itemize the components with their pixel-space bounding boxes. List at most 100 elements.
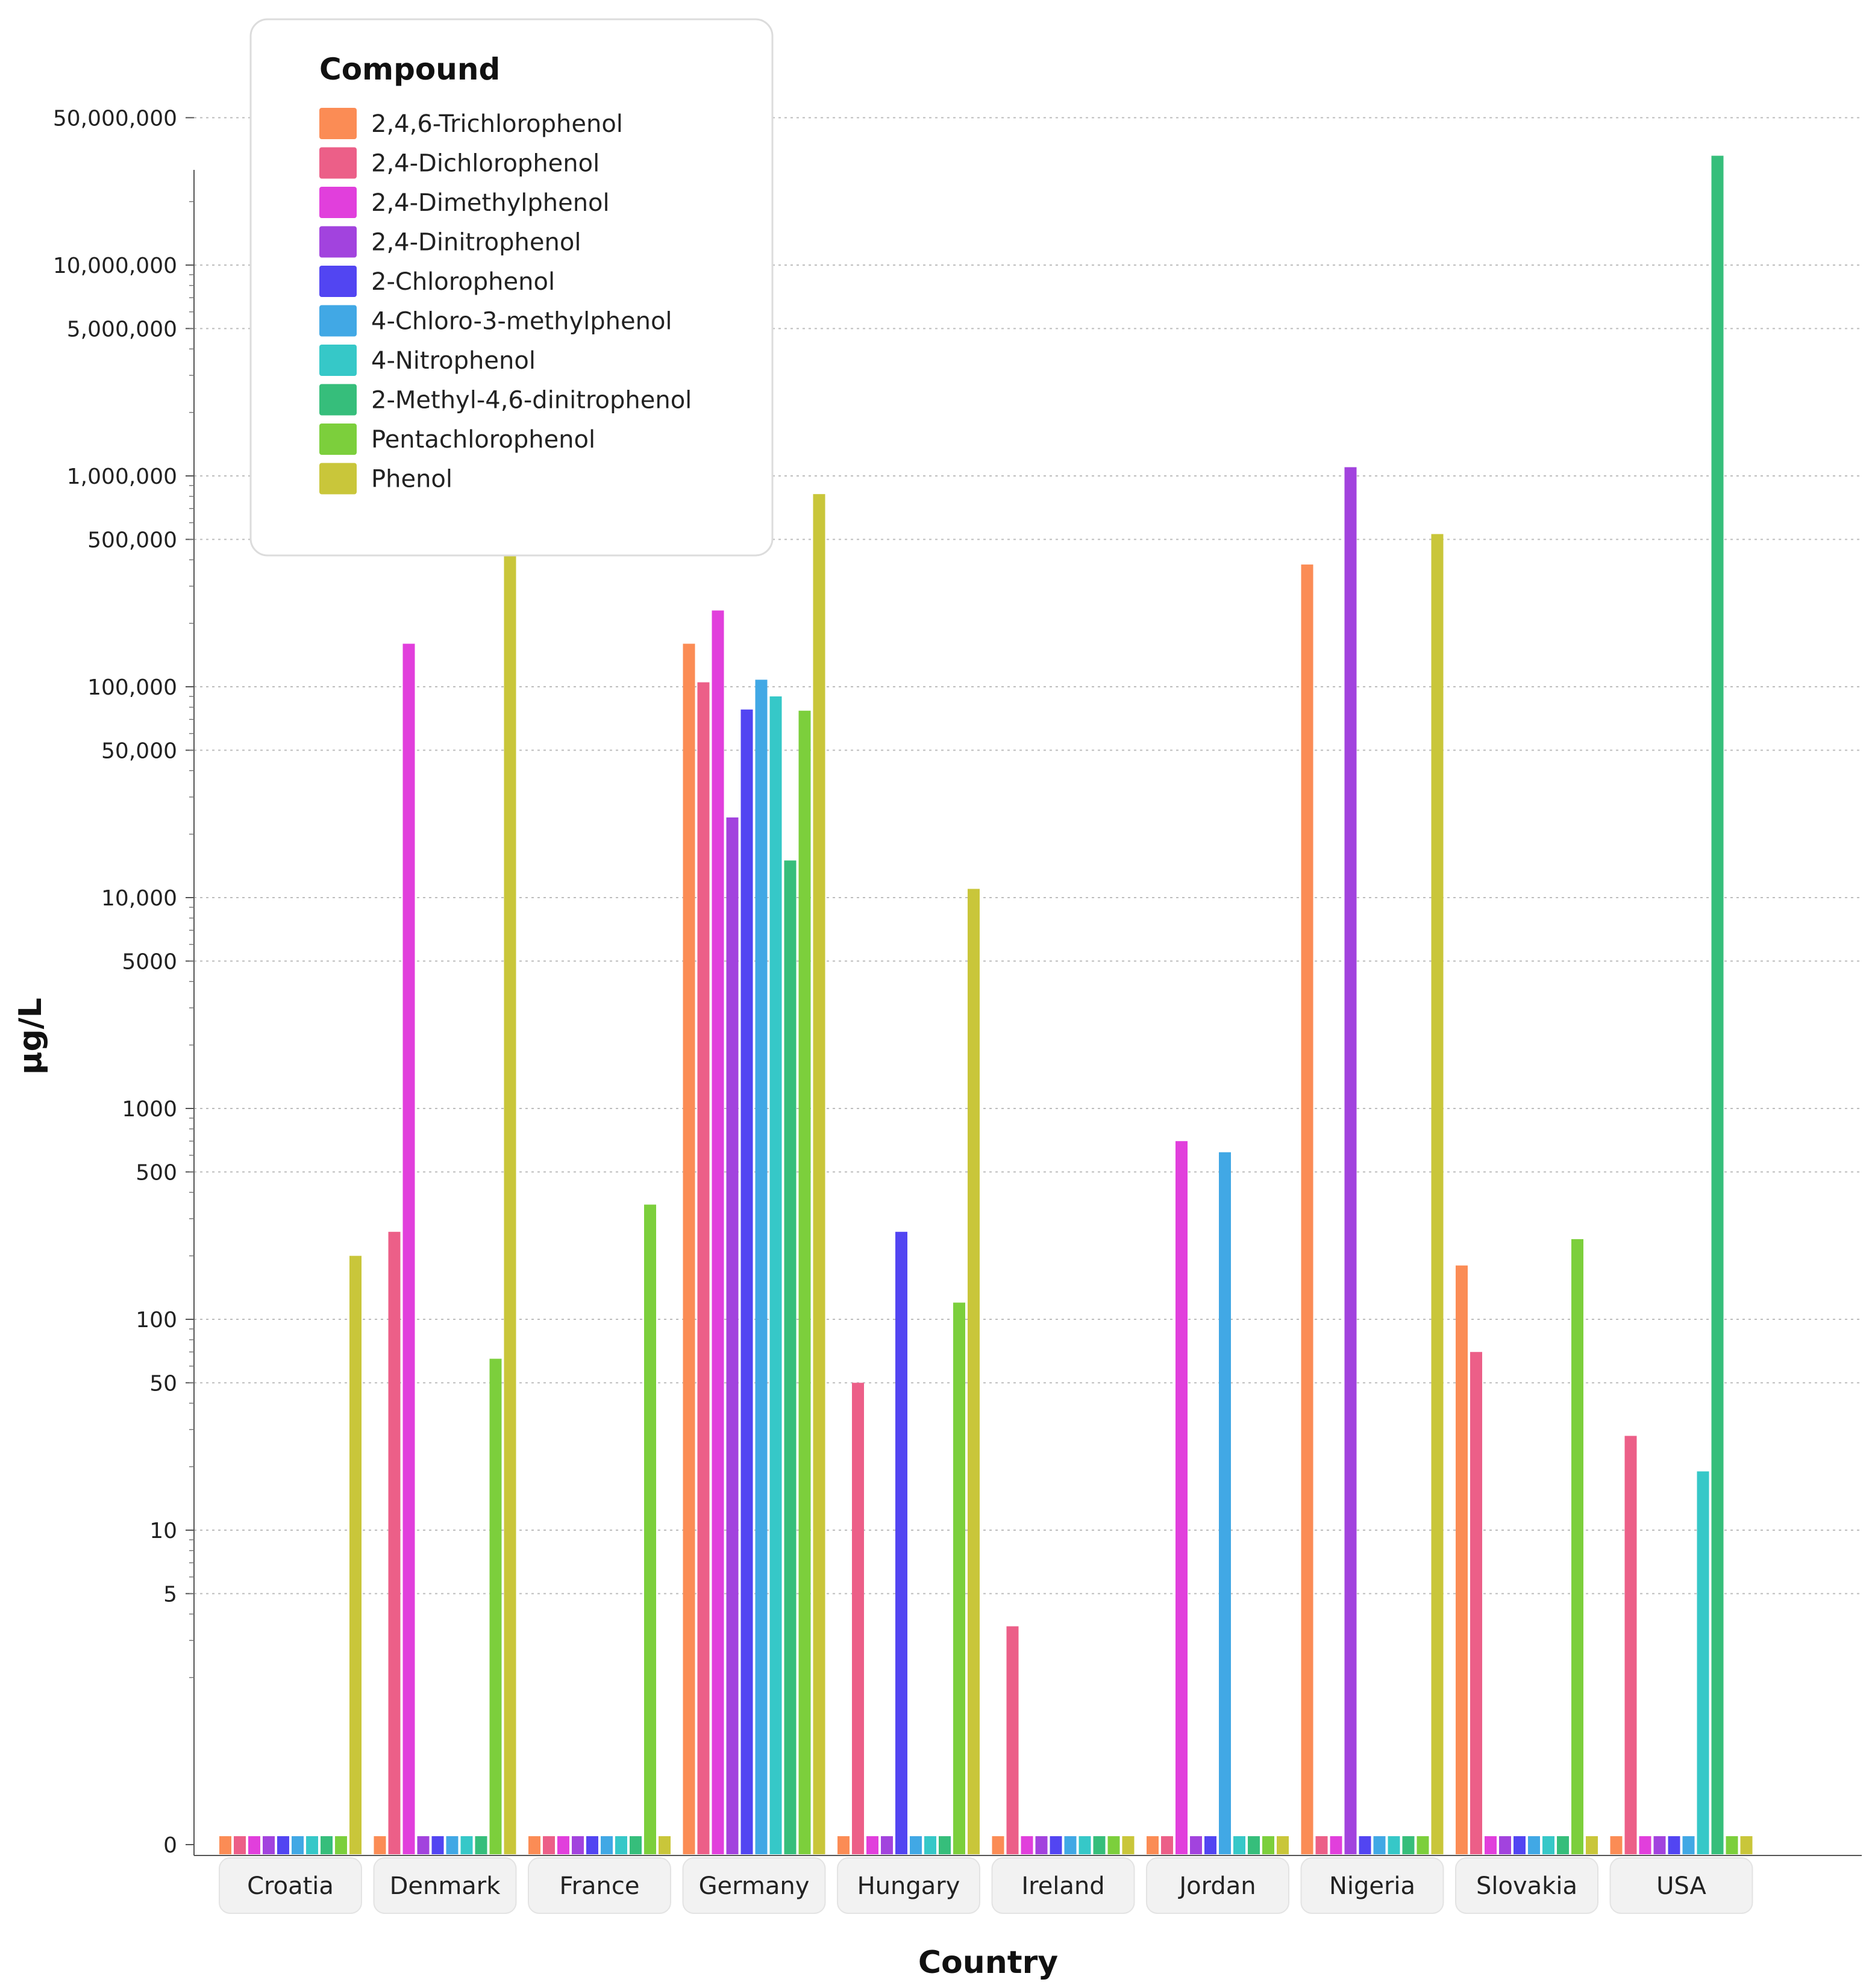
bar xyxy=(712,610,724,1854)
bar xyxy=(895,1231,907,1854)
x-category-label: France xyxy=(559,1872,639,1900)
bar xyxy=(1277,1836,1289,1854)
legend-label: 2,4-Dimethylphenol xyxy=(371,189,610,217)
legend-label: 2,4-Dichlorophenol xyxy=(371,150,599,178)
bar xyxy=(572,1836,584,1854)
bar xyxy=(1122,1836,1135,1854)
bar xyxy=(697,682,710,1854)
bar xyxy=(630,1836,642,1854)
bar xyxy=(1315,1836,1328,1854)
bar xyxy=(335,1836,347,1854)
bar xyxy=(1204,1836,1216,1854)
bar xyxy=(1499,1836,1511,1854)
bar xyxy=(1470,1352,1482,1854)
bar xyxy=(644,1204,656,1854)
y-tick-label: 10,000 xyxy=(101,886,177,911)
bar xyxy=(1388,1836,1400,1854)
legend-swatch xyxy=(319,345,357,376)
x-category-pill xyxy=(1609,1857,1753,1914)
axes xyxy=(193,170,1862,1856)
bars xyxy=(219,155,1753,1855)
x-category-pill xyxy=(219,1857,362,1914)
bar xyxy=(1726,1836,1738,1854)
bar xyxy=(1147,1836,1159,1854)
y-tick-label: 10 xyxy=(149,1519,177,1543)
x-category-pill xyxy=(682,1857,826,1914)
gridlines xyxy=(194,117,1862,1595)
bar xyxy=(992,1836,1004,1854)
legend-label: Pentachlorophenol xyxy=(371,426,595,454)
bar xyxy=(321,1836,333,1854)
y-tick-label: 50,000 xyxy=(101,739,177,763)
bar xyxy=(852,1383,864,1854)
bar xyxy=(1190,1836,1202,1854)
bar xyxy=(489,1358,502,1854)
bar xyxy=(910,1836,922,1854)
legend-swatch xyxy=(319,266,357,297)
bar xyxy=(557,1836,569,1854)
legend-title: Compound xyxy=(319,52,500,87)
bar xyxy=(1262,1836,1274,1854)
bar xyxy=(528,1836,540,1854)
bar xyxy=(1344,467,1357,1854)
legend-swatch xyxy=(319,226,357,258)
bar xyxy=(784,860,797,1854)
bar xyxy=(953,1302,965,1854)
y-tick-label: 5,000,000 xyxy=(67,317,177,342)
legend-label: Phenol xyxy=(371,466,452,493)
bar xyxy=(1711,155,1724,1855)
bar xyxy=(586,1836,598,1854)
bar xyxy=(968,889,980,1854)
bar xyxy=(1610,1836,1623,1854)
y-tick-label: 0 xyxy=(163,1833,177,1858)
bar xyxy=(1417,1836,1429,1854)
bar xyxy=(1697,1471,1709,1854)
legend-label: 4-Nitrophenol xyxy=(371,347,536,375)
bar xyxy=(1107,1836,1120,1854)
bar xyxy=(1093,1836,1106,1854)
legend-swatch xyxy=(319,147,357,179)
x-category-label: Hungary xyxy=(857,1872,960,1900)
bar xyxy=(417,1836,430,1854)
x-category-label: Denmark xyxy=(390,1872,501,1900)
x-axis-title: Country xyxy=(918,1945,1058,1981)
bar xyxy=(1653,1836,1666,1854)
bar xyxy=(866,1836,878,1854)
bar xyxy=(460,1836,473,1854)
bar xyxy=(543,1836,555,1854)
legend-swatch xyxy=(319,424,357,455)
bar xyxy=(234,1836,246,1854)
bar xyxy=(277,1836,289,1854)
legend-label: 4-Chloro-3-methylphenol xyxy=(371,308,672,336)
x-category-label: USA xyxy=(1656,1872,1706,1900)
y-tick-label: 500,000 xyxy=(87,528,177,552)
bar xyxy=(615,1836,627,1854)
y-ticks: 0 5 10 50 100 500 1000 5000 10,000 50,000 100,000 5… xyxy=(53,106,194,1858)
bar xyxy=(263,1836,275,1854)
bar xyxy=(1431,534,1444,1854)
x-category-pill xyxy=(991,1857,1135,1914)
bar xyxy=(1233,1836,1245,1854)
bar xyxy=(1740,1836,1753,1854)
y-tick-label: 100 xyxy=(136,1308,177,1333)
bar xyxy=(726,817,739,1854)
bar xyxy=(1359,1836,1371,1854)
bar xyxy=(740,709,753,1854)
x-category-pill xyxy=(1300,1857,1444,1914)
bar xyxy=(1542,1836,1554,1854)
bar xyxy=(813,494,825,1855)
bar xyxy=(1330,1836,1342,1854)
legend: Compound 2,4,6-Trichlorophenol 2,4-Dichlo… xyxy=(249,18,774,557)
legend-label: 2-Chlorophenol xyxy=(371,268,555,296)
bar xyxy=(1557,1836,1569,1854)
bar xyxy=(1624,1436,1637,1854)
y-tick-label: 5000 xyxy=(122,949,177,974)
bar xyxy=(1682,1836,1695,1854)
y-tick-label: 1000 xyxy=(122,1097,177,1122)
bar xyxy=(1175,1141,1188,1854)
x-category-label: Ireland xyxy=(1021,1872,1104,1900)
y-tick-label: 5 xyxy=(163,1582,177,1607)
bar xyxy=(431,1836,444,1854)
legend-swatch xyxy=(319,187,357,218)
bar xyxy=(837,1836,850,1854)
